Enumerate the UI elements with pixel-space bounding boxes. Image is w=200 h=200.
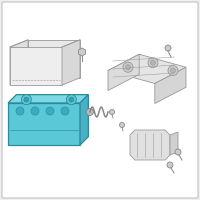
Circle shape (167, 162, 173, 168)
Circle shape (148, 58, 158, 68)
Polygon shape (80, 95, 88, 145)
Polygon shape (62, 40, 80, 85)
Circle shape (24, 97, 29, 102)
Polygon shape (8, 103, 80, 145)
Polygon shape (79, 48, 85, 56)
Polygon shape (108, 54, 139, 90)
Circle shape (123, 62, 133, 72)
Circle shape (168, 66, 178, 75)
Circle shape (31, 107, 39, 115)
Circle shape (126, 65, 130, 70)
Circle shape (66, 95, 76, 105)
Circle shape (46, 107, 54, 115)
Polygon shape (10, 47, 62, 85)
FancyBboxPatch shape (2, 2, 198, 198)
Circle shape (86, 108, 94, 116)
Circle shape (16, 107, 24, 115)
Circle shape (61, 107, 69, 115)
Polygon shape (28, 40, 80, 78)
Circle shape (175, 149, 181, 155)
Polygon shape (130, 130, 170, 160)
Circle shape (151, 60, 156, 65)
Circle shape (170, 68, 176, 73)
Circle shape (120, 122, 124, 128)
Polygon shape (155, 67, 186, 104)
Circle shape (110, 110, 114, 114)
Polygon shape (108, 54, 186, 84)
Circle shape (165, 45, 171, 51)
Circle shape (21, 95, 31, 105)
Polygon shape (8, 95, 88, 103)
Circle shape (69, 97, 74, 102)
Polygon shape (170, 132, 178, 155)
Polygon shape (10, 40, 28, 85)
